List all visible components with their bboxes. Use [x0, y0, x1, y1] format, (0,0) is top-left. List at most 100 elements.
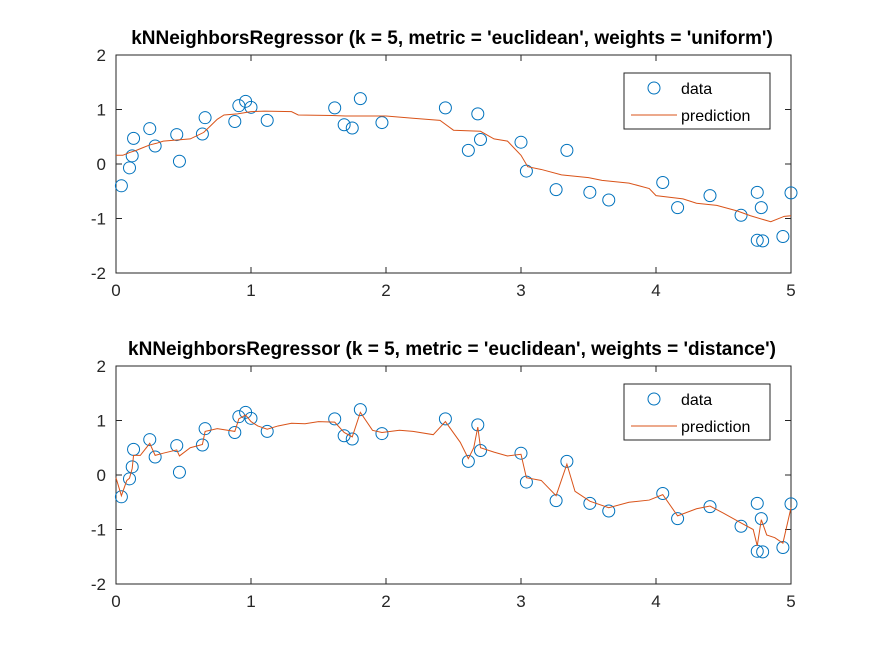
bottom-data-point: [754, 512, 768, 526]
top-y-tick-label: 1: [97, 101, 106, 120]
top-data-point: [228, 114, 242, 128]
bottom-prediction-line: [115, 411, 792, 546]
top-data-point: [703, 189, 717, 203]
top-y-tick-label: 0: [97, 155, 106, 174]
bottom-legend-data-swatch: [647, 392, 661, 406]
bottom-data-point: [353, 403, 367, 417]
top-data-point: [514, 135, 528, 149]
bottom-data-point: [198, 422, 212, 436]
bottom-data-point: [170, 439, 184, 453]
top-data-point: [170, 128, 184, 142]
top-x-tick-label: 5: [786, 281, 795, 300]
top-data-point: [750, 233, 764, 247]
bottom-data-point: [228, 425, 242, 439]
top-plot-marks: 0 1 2 3 4 5 2 1 0 -1 -2: [91, 46, 798, 300]
bottom-x-tick-label: 5: [786, 592, 795, 611]
bottom-y-tick-label: -2: [91, 575, 106, 594]
top-data-point: [260, 113, 274, 127]
bottom-y-tick-label: 1: [97, 412, 106, 431]
bottom-data-point: [125, 460, 139, 474]
bottom-data-point: [656, 487, 670, 501]
bottom-data-point: [114, 490, 128, 504]
top-x-tick-label: 4: [651, 281, 660, 300]
top-data-point: [671, 201, 685, 215]
bottom-data-point: [514, 446, 528, 460]
bottom-data-point: [461, 454, 475, 468]
top-data-point: [750, 185, 764, 199]
top-data-point: [127, 131, 141, 145]
bottom-data-point: [123, 472, 136, 486]
top-data-point: [756, 234, 770, 248]
top-x-tick-label: 0: [111, 281, 120, 300]
top-data-point: [784, 186, 798, 200]
bottom-data-point: [756, 545, 770, 559]
top-legend-label-prediction: prediction: [681, 108, 750, 125]
top-legend-label-data: data: [681, 81, 712, 98]
top-data-point: [244, 100, 258, 114]
bottom-data-point: [260, 424, 274, 438]
top-data-point: [337, 118, 351, 132]
top-y-tick-label: -1: [91, 210, 106, 229]
bottom-data-point: [345, 432, 359, 446]
top-data-point: [583, 185, 597, 199]
top-x-tick-label: 2: [381, 281, 390, 300]
top-data-point: [471, 107, 485, 121]
bottom-y-tick-label: -1: [91, 521, 106, 540]
top-chart-panel: kNNeighborsRegressor (k = 5, metric = 'e…: [91, 28, 798, 300]
bottom-legend-box: [623, 383, 771, 441]
top-data-point: [438, 101, 452, 115]
bottom-data-point: [195, 438, 209, 452]
bottom-x-tick-label: 4: [651, 592, 660, 611]
top-data-point: [123, 161, 136, 175]
bottom-data-point: [244, 411, 258, 425]
bottom-data-point: [148, 450, 162, 464]
bottom-data-point: [172, 465, 186, 479]
top-data-point: [172, 154, 186, 168]
bottom-x-tick-label: 3: [516, 592, 525, 611]
top-data-point: [353, 92, 367, 106]
bottom-data-point: [143, 433, 157, 447]
bottom-legend-label-data: data: [681, 392, 712, 409]
top-data-point: [328, 101, 342, 115]
bottom-legend-label-prediction: prediction: [681, 419, 750, 436]
top-prediction-line: [116, 110, 792, 223]
top-data-point: [474, 132, 487, 146]
top-legend-data-swatch: [647, 81, 661, 95]
top-y-tick-label: 2: [97, 46, 106, 65]
top-chart-legend: data prediction: [623, 72, 771, 130]
bottom-chart-panel: kNNeighborsRegressor (k = 5, metric = 'e…: [91, 339, 798, 611]
top-data-point: [602, 193, 616, 207]
top-data-point: [345, 121, 359, 135]
bottom-data-point: [703, 500, 717, 514]
bottom-data-point: [560, 454, 574, 468]
top-legend-box: [623, 72, 771, 130]
top-data-point: [461, 143, 475, 157]
top-data-point: [195, 127, 209, 141]
top-data-point: [776, 229, 790, 243]
bottom-chart-legend: data prediction: [623, 383, 771, 441]
bottom-data-point: [750, 496, 764, 510]
bottom-data-point: [438, 412, 452, 426]
bottom-x-tick-label: 1: [246, 592, 255, 611]
bottom-data-point: [671, 512, 685, 526]
top-x-tick-label: 3: [516, 281, 525, 300]
bottom-y-tick-label: 2: [97, 357, 106, 376]
top-y-tick-label: -2: [91, 264, 106, 283]
top-data-point: [754, 201, 768, 215]
top-data-point: [560, 143, 574, 157]
bottom-chart-title: kNNeighborsRegressor (k = 5, metric = 'e…: [128, 339, 776, 360]
top-x-tick-label: 1: [246, 281, 255, 300]
top-chart-title: kNNeighborsRegressor (k = 5, metric = 'e…: [131, 28, 773, 49]
top-data-point: [734, 208, 748, 222]
bottom-y-tick-label: 0: [97, 466, 106, 485]
top-data-point: [148, 139, 162, 153]
bottom-x-tick-label: 2: [381, 592, 390, 611]
bottom-x-tick-label: 0: [111, 592, 120, 611]
bottom-data-point: [375, 427, 389, 441]
bottom-plot-marks: 0 1 2 3 4 5 2 1 0 -1 -2: [91, 357, 798, 611]
top-data-point: [143, 122, 157, 136]
bottom-data-point: [328, 412, 342, 426]
top-data-point: [125, 149, 139, 163]
bottom-data-point: [602, 504, 616, 518]
